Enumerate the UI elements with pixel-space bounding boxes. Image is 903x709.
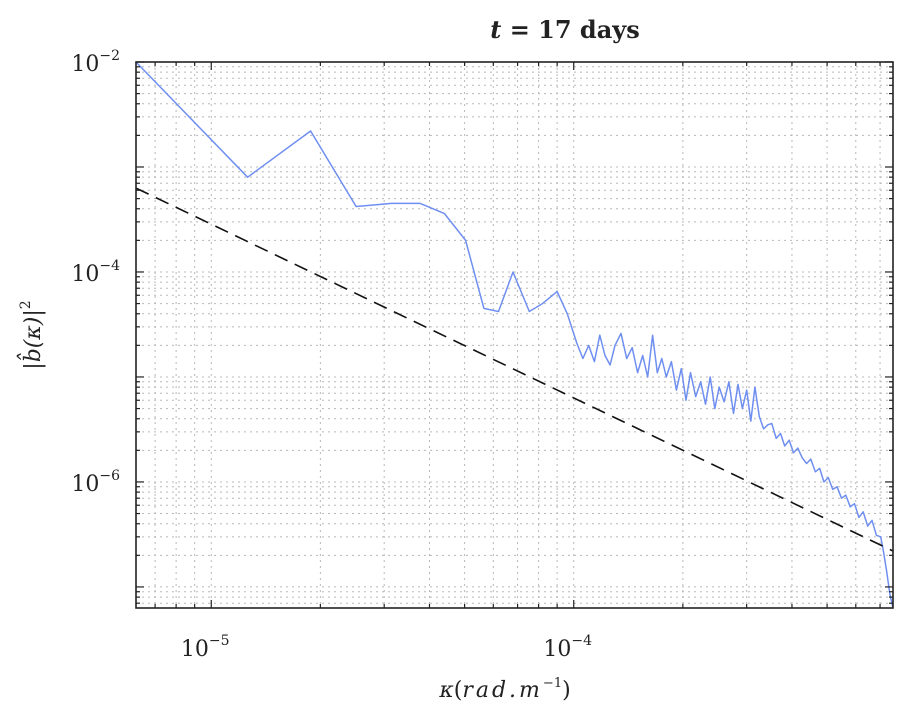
x-tick-label: 10−4 <box>543 633 592 662</box>
y-tick-label: 10−4 <box>71 258 120 287</box>
x-label-units: rad.m <box>462 678 543 703</box>
grid <box>136 61 893 608</box>
y-axis-label: |b̂(κ)|2 <box>17 300 46 369</box>
y-label-bar-right: | <box>21 309 46 316</box>
tick-labels: 10−5 10−4 10−2 10−4 10−6 <box>71 48 592 662</box>
y-tick-label: 10−2 <box>71 48 120 77</box>
plot-area <box>136 62 893 608</box>
x-tick-label: 10−5 <box>181 633 230 662</box>
plot-frame <box>135 61 894 609</box>
spectrum-line <box>135 61 894 609</box>
tick-marks <box>136 61 893 608</box>
y-label-arg: (κ) <box>21 317 46 349</box>
chart-title-text: = 17 days <box>501 15 639 44</box>
x-label-open-paren: ( <box>454 678 463 703</box>
series-group <box>135 61 894 609</box>
x-label-exponent: −1 <box>543 676 562 691</box>
y-label-b-hat: b̂ <box>17 348 46 362</box>
x-label-kappa: κ <box>438 678 454 703</box>
x-label-close-paren: ) <box>562 678 571 703</box>
chart-title: t = 17 days <box>490 15 639 44</box>
reference-dashed-line <box>135 187 894 552</box>
y-label-exponent: 2 <box>18 300 34 309</box>
x-axis-label: κ(rad.m−1) <box>438 676 570 703</box>
chart-title-variable: t <box>490 15 501 44</box>
y-tick-label: 10−6 <box>71 468 120 497</box>
y-label-bar-left: | <box>21 362 46 369</box>
